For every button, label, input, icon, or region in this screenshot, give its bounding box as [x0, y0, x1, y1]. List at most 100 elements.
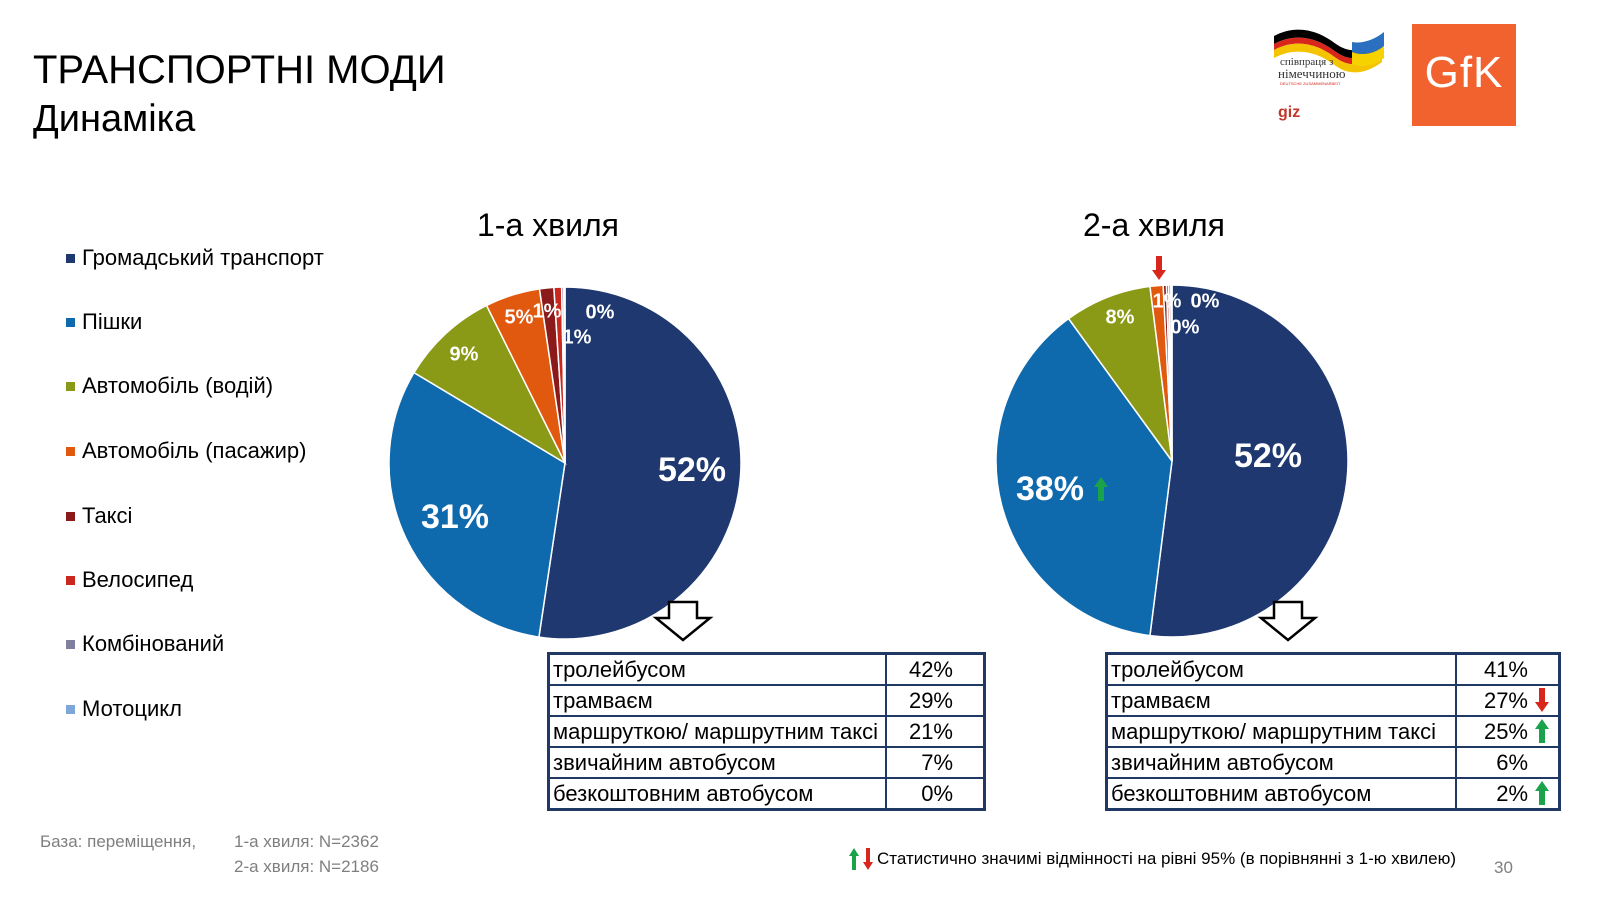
pie-data-label: 1%	[563, 326, 592, 348]
table-cell-label: тролейбусом	[547, 652, 887, 686]
table-cell-label: маршруткою/ маршрутним таксі	[1105, 715, 1458, 748]
base-wave1: 1-а хвиля: N=2362	[234, 832, 379, 851]
gfk-wordmark: GfK	[1424, 48, 1504, 97]
legend-swatch	[66, 317, 75, 327]
pie-slice	[538, 286, 742, 640]
table-cell-value: 21%	[884, 715, 986, 748]
pie-data-label: 31%	[421, 498, 489, 536]
page-title: ТРАНСПОРТНІ МОДИ	[33, 48, 446, 92]
legend-swatch	[66, 639, 75, 649]
arrow-down-icon	[1152, 256, 1166, 280]
pie-data-label: 5%	[505, 306, 534, 328]
breakdown-table-wave1: тролейбусом 42% трамваєм 29% маршруткою/ м…	[547, 652, 986, 811]
giz-wordmark: giz	[1278, 104, 1301, 121]
legend-item: Автомобіль (пасажир)	[66, 436, 306, 466]
table-cell-label: тролейбусом	[1105, 652, 1458, 686]
page-number: 30	[1494, 858, 1513, 877]
pie-slice	[388, 371, 566, 638]
legend-label: Велосипед	[82, 567, 194, 592]
arrow-up-icon	[1094, 477, 1108, 501]
table-cell-value: 42%	[884, 652, 986, 686]
pie-data-label: 38%	[1016, 470, 1084, 508]
giz-caption-3: DEUTSCHE ZUSAMMENARBEIT	[1280, 81, 1341, 86]
table-cell-value: 7%	[884, 746, 986, 779]
legend-item: Комбінований	[66, 629, 224, 659]
pie-slice	[1067, 285, 1173, 462]
pie-data-label: 9%	[450, 343, 479, 365]
pie-data-label: 52%	[1234, 437, 1302, 475]
pie-slice	[563, 286, 566, 464]
legend-swatch	[66, 704, 75, 714]
legend-label: Автомобіль (пасажир)	[82, 438, 307, 463]
legend-swatch	[66, 511, 75, 521]
pie-slice	[995, 317, 1173, 637]
up-down-arrows-icon	[849, 848, 873, 870]
pie-data-label: 0%	[1191, 290, 1220, 312]
table-row: маршруткою/ маршрутним таксі 25%	[1105, 715, 1561, 748]
table-row: тролейбусом 41%	[1105, 652, 1561, 686]
legend-label: Комбінований	[82, 631, 225, 656]
gfk-logo: GfK	[1412, 24, 1516, 126]
pie-title-wave1: 1-а хвиля	[476, 207, 619, 243]
giz-caption-2: німеччиною	[1278, 66, 1346, 81]
page-subtitle: Динаміка	[33, 98, 196, 140]
legend-label: Таксі	[82, 503, 133, 528]
table-cell-value: 41%	[1455, 652, 1561, 686]
table-cell-value: 25%	[1455, 715, 1561, 748]
table-row: звичайним автобусом 7%	[547, 746, 986, 779]
pie-title-wave2: 2-а хвиля	[1082, 207, 1225, 243]
legend-label: Мотоцикл	[82, 696, 182, 721]
table-cell-value: 2%	[1455, 777, 1561, 811]
table-cell-label: маршруткою/ маршрутним таксі	[547, 715, 887, 748]
table-row: безкоштовним автобусом 0%	[547, 777, 986, 811]
legend-label: Громадський транспорт	[82, 245, 324, 270]
legend-item: Пішки	[66, 307, 142, 337]
legend-item: Автомобіль (водій)	[66, 371, 273, 401]
table-cell-label: безкоштовним автобусом	[547, 777, 887, 811]
base-label: База: переміщення,	[40, 832, 197, 851]
pie-data-label: 1%	[533, 300, 562, 322]
table-cell-label: безкоштовним автобусом	[1105, 777, 1458, 811]
pie-slice	[1149, 284, 1349, 638]
legend-swatch	[66, 446, 75, 456]
pie-data-label: 52%	[658, 451, 726, 489]
legend-label: Пішки	[82, 309, 143, 334]
giz-logo: співпраця з німеччиною DEUTSCHE ZUSAMMEN…	[1266, 22, 1392, 132]
pie-data-label: 8%	[1106, 306, 1135, 328]
table-row: звичайним автобусом 6%	[1105, 746, 1561, 779]
table-row: трамваєм 27%	[1105, 684, 1561, 717]
flag-ribbon-icon	[1274, 29, 1384, 73]
giz-caption-1: співпраця з	[1280, 56, 1334, 68]
legend-item: Мотоцикл	[66, 694, 182, 724]
significance-text: Статистично значимі відмінності на рівні…	[877, 849, 1457, 868]
table-cell-value: 27%	[1455, 684, 1561, 717]
table-row: маршруткою/ маршрутним таксі 21%	[547, 715, 986, 748]
table-row: безкоштовним автобусом 2%	[1105, 777, 1561, 811]
table-cell-value: 0%	[884, 777, 986, 811]
legend-swatch	[66, 253, 75, 263]
legend-item: Велосипед	[66, 565, 193, 595]
significance-note: Статистично значимі відмінності на рівні…	[848, 846, 1456, 872]
pie-slice	[412, 304, 567, 465]
pie-slice	[1170, 284, 1173, 462]
legend-label: Автомобіль (водій)	[82, 373, 274, 398]
base-wave2: 2-а хвиля: N=2186	[234, 857, 379, 876]
pie-data-label: 1%	[1153, 290, 1182, 312]
table-cell-value: 6%	[1455, 746, 1561, 779]
pie-data-label: 0%	[586, 301, 615, 323]
breakdown-arrow-icon	[652, 600, 714, 642]
pie-data-label: 0%	[1171, 316, 1200, 338]
table-cell-value: 29%	[884, 684, 986, 717]
table-cell-label: звичайним автобусом	[547, 746, 887, 779]
table-row: тролейбусом 42%	[547, 652, 986, 686]
legend-item: Громадський транспорт	[66, 243, 324, 273]
table-cell-label: трамваєм	[547, 684, 887, 717]
legend-item: Таксі	[66, 501, 132, 531]
legend-swatch	[66, 381, 75, 391]
table-row: трамваєм 29%	[547, 684, 986, 717]
breakdown-table-wave2: тролейбусом 41% трамваєм 27% маршруткою/ м…	[1105, 652, 1561, 811]
legend-swatch	[66, 575, 75, 585]
breakdown-arrow-icon	[1257, 600, 1319, 642]
table-cell-label: звичайним автобусом	[1105, 746, 1458, 779]
